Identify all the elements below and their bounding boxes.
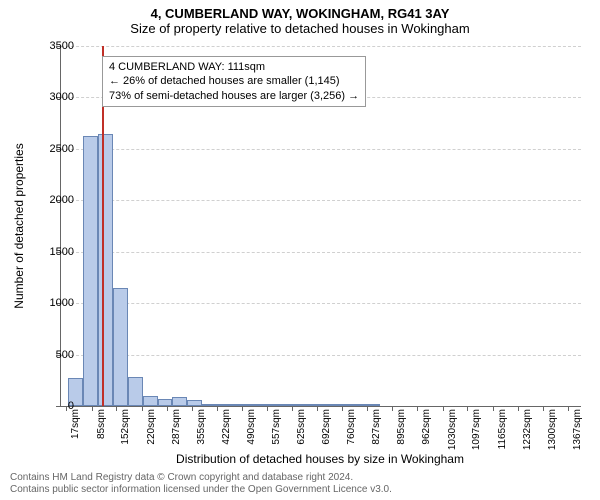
xtick-mark <box>292 406 293 411</box>
histogram-bar <box>83 136 98 407</box>
ytick-label: 3500 <box>34 40 74 52</box>
xtick-mark <box>267 406 268 411</box>
xtick-mark <box>242 406 243 411</box>
info-line1: 4 CUMBERLAND WAY: 111sqm <box>109 60 359 74</box>
ytick-label: 2000 <box>34 194 74 206</box>
gridline <box>61 200 581 201</box>
gridline <box>61 46 581 47</box>
xtick-mark <box>116 406 117 411</box>
chart-zone: Number of detached properties Distributi… <box>60 46 580 406</box>
ytick-label: 0 <box>34 400 74 412</box>
xtick-mark <box>342 406 343 411</box>
chart-container: 4, CUMBERLAND WAY, WOKINGHAM, RG41 3AY S… <box>0 0 600 500</box>
footer-line1: Contains HM Land Registry data © Crown c… <box>10 472 590 484</box>
info-line2: ← 26% of detached houses are smaller (1,… <box>109 74 359 88</box>
histogram-bar <box>351 404 366 406</box>
xtick-mark <box>417 406 418 411</box>
xtick-label: 422sqm <box>221 409 232 445</box>
gridline <box>61 252 581 253</box>
histogram-bar <box>306 404 321 406</box>
page-title-line2: Size of property relative to detached ho… <box>0 21 600 40</box>
xtick-mark <box>317 406 318 411</box>
xtick-label: 625sqm <box>296 409 307 445</box>
histogram-bar <box>113 288 128 406</box>
y-axis-label: Number of detached properties <box>12 143 26 308</box>
xtick-mark <box>518 406 519 411</box>
histogram-bar <box>321 404 336 406</box>
histogram-bar <box>232 404 247 406</box>
histogram-bar <box>98 134 113 406</box>
gridline <box>61 303 581 304</box>
ytick-label: 1000 <box>34 297 74 309</box>
xtick-label: 557sqm <box>271 409 282 445</box>
xtick-label: 962sqm <box>421 409 432 445</box>
xtick-label: 220sqm <box>146 409 157 445</box>
xtick-label: 760sqm <box>346 409 357 445</box>
histogram-bar <box>247 404 262 406</box>
xtick-label: 692sqm <box>321 409 332 445</box>
histogram-bar <box>128 377 143 406</box>
footer-line2: Contains public sector information licen… <box>10 484 590 496</box>
xtick-label: 490sqm <box>246 409 257 445</box>
page-title-line1: 4, CUMBERLAND WAY, WOKINGHAM, RG41 3AY <box>0 0 600 21</box>
xtick-mark <box>467 406 468 411</box>
histogram-bar <box>143 396 158 406</box>
xtick-mark <box>217 406 218 411</box>
histogram-bar <box>291 404 306 406</box>
histogram-bar <box>217 404 232 406</box>
histogram-bar <box>276 404 291 406</box>
histogram-bar <box>202 404 217 406</box>
histogram-bar <box>262 404 277 406</box>
info-box: 4 CUMBERLAND WAY: 111sqm ← 26% of detach… <box>102 56 366 107</box>
xtick-label: 1097sqm <box>471 409 482 450</box>
xtick-mark <box>192 406 193 411</box>
xtick-label: 355sqm <box>196 409 207 445</box>
ytick-label: 1500 <box>34 246 74 258</box>
xtick-label: 1030sqm <box>447 409 458 450</box>
xtick-mark <box>543 406 544 411</box>
xtick-mark <box>493 406 494 411</box>
x-axis-label: Distribution of detached houses by size … <box>60 452 580 466</box>
ytick-label: 500 <box>34 349 74 361</box>
histogram-bar <box>172 397 187 406</box>
xtick-mark <box>443 406 444 411</box>
footer: Contains HM Land Registry data © Crown c… <box>10 472 590 496</box>
xtick-mark <box>568 406 569 411</box>
ytick-label: 3000 <box>34 91 74 103</box>
xtick-label: 1232sqm <box>522 409 533 450</box>
xtick-label: 287sqm <box>171 409 182 445</box>
gridline <box>61 355 581 356</box>
xtick-label: 85sqm <box>96 409 107 439</box>
xtick-label: 152sqm <box>120 409 131 445</box>
xtick-label: 827sqm <box>371 409 382 445</box>
gridline <box>61 149 581 150</box>
xtick-mark <box>392 406 393 411</box>
xtick-mark <box>142 406 143 411</box>
xtick-label: 1300sqm <box>547 409 558 450</box>
xtick-mark <box>167 406 168 411</box>
xtick-label: 895sqm <box>396 409 407 445</box>
xtick-label: 1367sqm <box>572 409 583 450</box>
info-line3: 73% of semi-detached houses are larger (… <box>109 89 359 103</box>
xtick-mark <box>92 406 93 411</box>
xtick-label: 1165sqm <box>497 409 508 449</box>
xtick-label: 17sqm <box>70 409 81 439</box>
histogram-bar <box>158 399 173 406</box>
ytick-label: 2500 <box>34 143 74 155</box>
histogram-bar <box>187 400 202 406</box>
xtick-mark <box>367 406 368 411</box>
